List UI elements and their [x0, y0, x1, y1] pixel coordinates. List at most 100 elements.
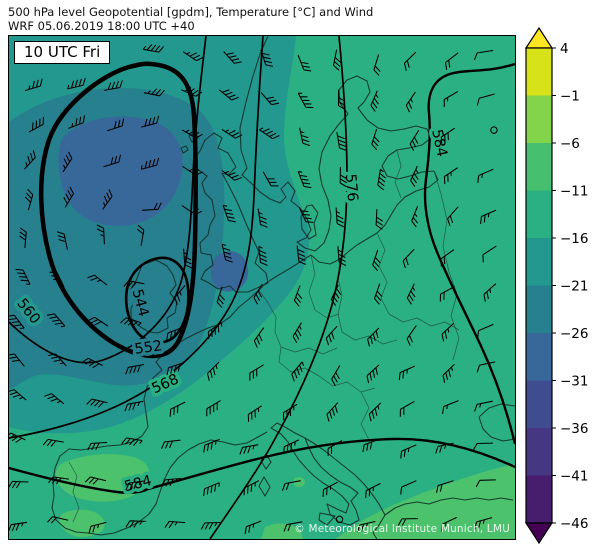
- chart-subtitle: WRF 05.06.2019 18:00 UTC +40: [8, 19, 195, 33]
- wind-barb: [370, 90, 379, 112]
- wind-barb: [24, 150, 36, 170]
- contour-584-south: [9, 437, 515, 494]
- contour-label-576: 576: [342, 173, 360, 202]
- wind-barb: [221, 170, 242, 181]
- wind-barb: [253, 283, 263, 305]
- colorbar-tick-label: −46: [560, 516, 589, 532]
- wind-barb: [124, 400, 144, 412]
- wind-barb: [475, 479, 496, 488]
- wind-barb: [25, 188, 34, 211]
- wind-barb: [327, 440, 343, 456]
- wind-barb: [9, 480, 29, 489]
- wind-barb: [377, 168, 386, 191]
- wind-barb: [406, 283, 416, 305]
- wind-barb: [166, 326, 184, 341]
- wind-barb: [103, 154, 122, 168]
- coast-norway-sweden: [239, 36, 349, 252]
- wind-barb: [441, 322, 455, 342]
- coast-ireland: [129, 259, 178, 334]
- coastlines: [51, 36, 515, 539]
- wind-barb: [182, 51, 204, 62]
- temp-band-26-31-core: [58, 116, 183, 226]
- wind-barb: [106, 118, 125, 132]
- wind-barb: [477, 323, 494, 339]
- wind-barb: [297, 54, 312, 72]
- wind-barb: [9, 314, 25, 330]
- wind-barb: [398, 365, 415, 381]
- wind-barb: [181, 205, 203, 215]
- valid-time-box: 10 UTC Fri: [14, 41, 111, 64]
- wind-barb: [374, 283, 383, 305]
- temp-band-6-11-se: [334, 464, 515, 539]
- colorbar-tick-label: −26: [560, 326, 589, 342]
- wind-barb: [325, 325, 338, 346]
- wind-barb: [141, 115, 160, 128]
- wind-barb: [442, 400, 459, 414]
- wind-barb: [123, 280, 145, 289]
- wind-barb: [406, 325, 417, 346]
- wind-barb: [403, 51, 417, 71]
- wind-barb: [9, 432, 26, 443]
- wind-barb: [223, 51, 242, 64]
- wind-barb: [400, 444, 417, 459]
- wind-barb: [19, 227, 27, 249]
- wind-barb: [216, 286, 225, 309]
- coast-great-britain: [193, 132, 269, 293]
- wind-barb: [88, 521, 107, 534]
- wind-barb: [181, 129, 203, 139]
- wind-barb: [206, 361, 220, 381]
- wind-barb: [161, 439, 181, 450]
- coast-black-sea: [478, 403, 515, 442]
- wind-barb: [410, 165, 419, 187]
- wind-barb: [63, 186, 74, 208]
- colorbar-tick-label: −16: [560, 231, 589, 247]
- wind-barb: [260, 49, 274, 67]
- contour-576: [209, 36, 348, 539]
- wind-barb: [362, 438, 380, 453]
- wind-barb: [440, 127, 455, 145]
- wind-barb: [372, 249, 381, 271]
- wind-barb: [253, 327, 265, 348]
- wind-barb: [339, 166, 348, 188]
- wind-barb: [141, 202, 162, 211]
- wind-barb: [365, 482, 381, 499]
- colorbar-tick-label: −41: [560, 468, 589, 484]
- temp-band-6-11-spot: [293, 477, 305, 487]
- wind-barb: [292, 322, 302, 344]
- wind-barb: [257, 208, 268, 228]
- chart-title: 500 hPa level Geopotential [gpdm], Tempe…: [8, 5, 374, 19]
- wind-barb: [368, 402, 382, 422]
- wind-barb: [476, 93, 495, 106]
- wind-barb: [28, 116, 45, 133]
- wind-barb: [249, 364, 264, 381]
- wind-barb: [296, 245, 307, 265]
- wind-barb: [435, 480, 454, 493]
- wind-barb: [443, 167, 458, 185]
- wind-barb: [439, 286, 455, 302]
- wind-barb: [411, 206, 419, 228]
- wind-barb: [375, 209, 384, 230]
- wind-barb: [258, 246, 268, 266]
- wind-barb: [142, 43, 165, 53]
- wind-barb: [161, 477, 182, 487]
- wind-barb: [164, 520, 186, 529]
- colorbar-tick-label: −21: [560, 278, 589, 294]
- wind-barb: [442, 363, 455, 383]
- wind-barb: [243, 480, 260, 496]
- wind-barb: [67, 77, 86, 90]
- wind-barb: [297, 92, 314, 109]
- wind-barb: [102, 189, 113, 210]
- wind-barb: [87, 441, 108, 451]
- coast-islands: [180, 132, 336, 526]
- colorbar-tick-label: −11: [560, 183, 589, 199]
- wind-barb: [174, 285, 186, 305]
- wind-barb: [283, 521, 303, 532]
- wind-barb: [283, 439, 300, 455]
- wind-barb: [435, 442, 454, 454]
- wind-barb: [15, 268, 31, 285]
- copyright-text: © Meteorological Institute Munich, LMU: [294, 523, 510, 535]
- wind-barb: [9, 521, 28, 532]
- wind-barb: [218, 89, 239, 101]
